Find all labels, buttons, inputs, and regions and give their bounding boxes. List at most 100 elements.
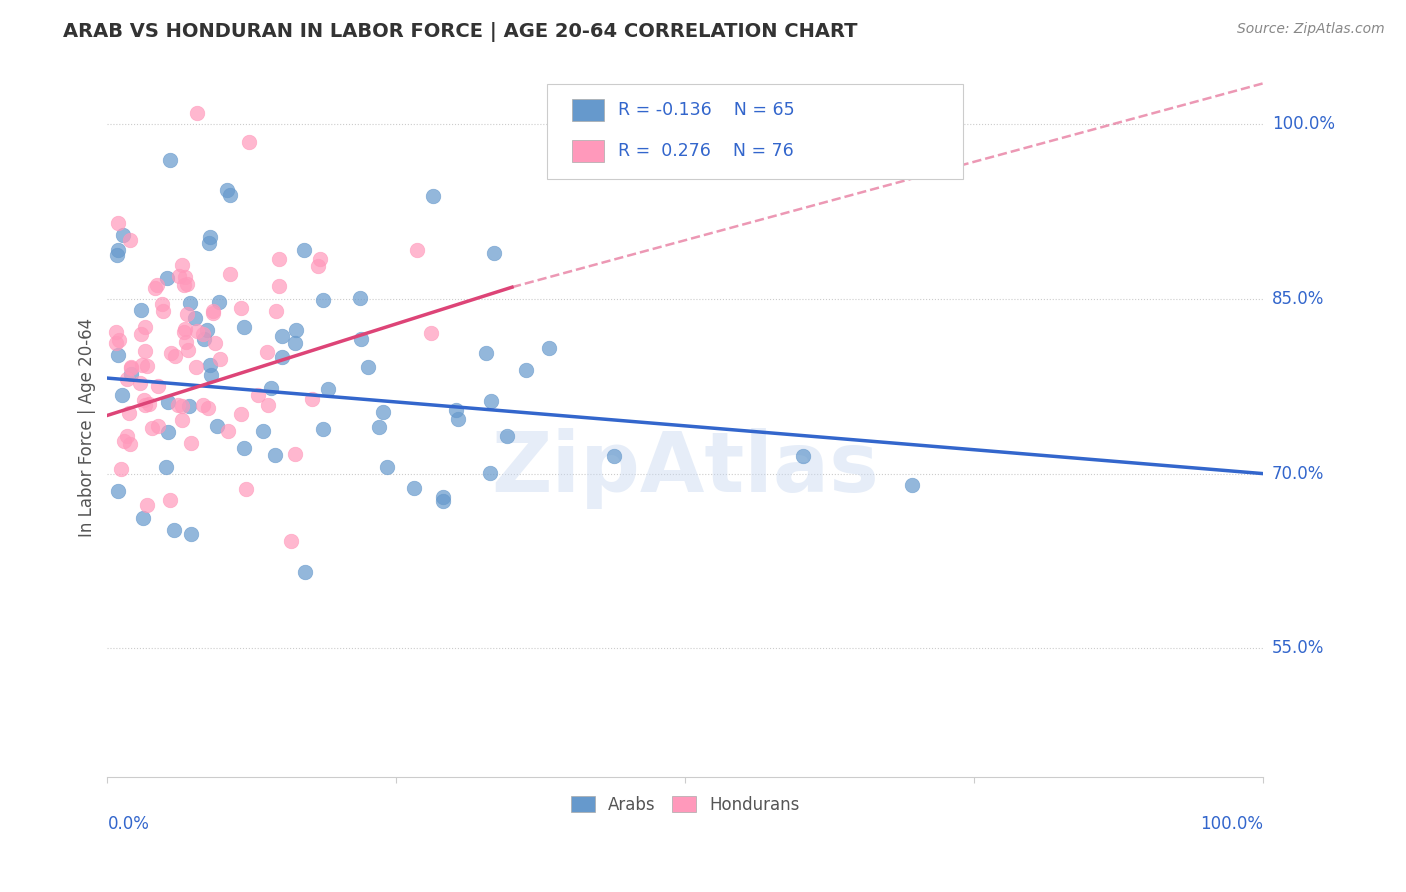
- Text: ZipAtlas: ZipAtlas: [492, 428, 879, 509]
- Point: [143, 281, 166, 295]
- Point: [179, 296, 201, 310]
- Point: [134, 392, 156, 407]
- Point: [238, 135, 260, 149]
- Point: [792, 449, 814, 463]
- FancyBboxPatch shape: [572, 140, 605, 162]
- Point: [163, 523, 186, 537]
- Point: [270, 351, 292, 365]
- Point: [204, 336, 226, 351]
- Point: [447, 412, 470, 426]
- Point: [135, 498, 157, 512]
- Point: [118, 234, 141, 248]
- Point: [208, 294, 231, 309]
- Point: [152, 304, 174, 318]
- Point: [167, 268, 190, 283]
- Point: [496, 429, 519, 443]
- Point: [157, 395, 180, 409]
- Point: [138, 397, 160, 411]
- Point: [308, 252, 330, 266]
- Point: [197, 401, 219, 415]
- Point: [115, 429, 138, 443]
- Point: [602, 449, 624, 463]
- Point: [284, 335, 307, 350]
- Point: [131, 510, 153, 524]
- Point: [173, 325, 195, 339]
- Point: [271, 329, 294, 343]
- Point: [368, 419, 391, 434]
- Point: [120, 360, 142, 375]
- Point: [186, 359, 208, 374]
- Point: [176, 334, 198, 349]
- Point: [208, 352, 231, 367]
- Point: [180, 527, 202, 541]
- Point: [420, 326, 443, 340]
- Point: [150, 297, 173, 311]
- Text: 55.0%: 55.0%: [1272, 640, 1324, 657]
- Point: [233, 320, 256, 334]
- Point: [432, 494, 454, 508]
- Point: [107, 483, 129, 498]
- Point: [312, 422, 335, 436]
- Point: [107, 347, 129, 361]
- Point: [146, 278, 169, 293]
- Point: [146, 378, 169, 392]
- Point: [135, 359, 157, 374]
- Point: [205, 418, 228, 433]
- Point: [120, 367, 142, 381]
- Point: [177, 343, 200, 358]
- Point: [231, 301, 253, 316]
- Point: [256, 345, 278, 359]
- Point: [200, 368, 222, 383]
- Point: [105, 326, 128, 340]
- Point: [174, 269, 197, 284]
- Text: R =  0.276    N = 76: R = 0.276 N = 76: [619, 142, 794, 160]
- Text: 0.0%: 0.0%: [107, 815, 149, 833]
- Point: [350, 332, 373, 346]
- Point: [373, 405, 395, 419]
- Point: [177, 399, 200, 413]
- Point: [129, 326, 152, 341]
- Point: [537, 341, 560, 355]
- Point: [349, 291, 371, 305]
- Point: [159, 493, 181, 508]
- Point: [174, 322, 197, 336]
- Point: [141, 421, 163, 435]
- Point: [112, 228, 135, 243]
- Point: [231, 407, 253, 421]
- Point: [201, 303, 224, 318]
- Text: 70.0%: 70.0%: [1272, 465, 1324, 483]
- Point: [294, 565, 316, 579]
- Point: [165, 349, 187, 363]
- Point: [256, 398, 278, 412]
- Point: [284, 323, 307, 337]
- Point: [479, 466, 502, 480]
- Point: [176, 307, 198, 321]
- Point: [172, 413, 194, 427]
- Point: [201, 306, 224, 320]
- Point: [357, 359, 380, 374]
- Point: [432, 490, 454, 504]
- Point: [482, 246, 505, 260]
- Text: 100.0%: 100.0%: [1201, 815, 1264, 833]
- Point: [120, 359, 142, 374]
- Point: [515, 363, 537, 377]
- Point: [134, 398, 156, 412]
- Point: [176, 277, 198, 292]
- Point: [444, 402, 467, 417]
- Text: R = -0.136    N = 65: R = -0.136 N = 65: [619, 101, 794, 119]
- Point: [107, 244, 129, 258]
- Point: [186, 324, 208, 338]
- Point: [166, 398, 188, 412]
- Point: [402, 482, 425, 496]
- Point: [280, 534, 302, 549]
- Point: [129, 302, 152, 317]
- Point: [110, 462, 132, 476]
- Point: [170, 399, 193, 413]
- Point: [184, 311, 207, 326]
- Point: [284, 447, 307, 461]
- Point: [186, 106, 208, 120]
- Point: [198, 235, 221, 250]
- Point: [115, 372, 138, 386]
- Point: [901, 478, 924, 492]
- Text: 85.0%: 85.0%: [1272, 290, 1324, 308]
